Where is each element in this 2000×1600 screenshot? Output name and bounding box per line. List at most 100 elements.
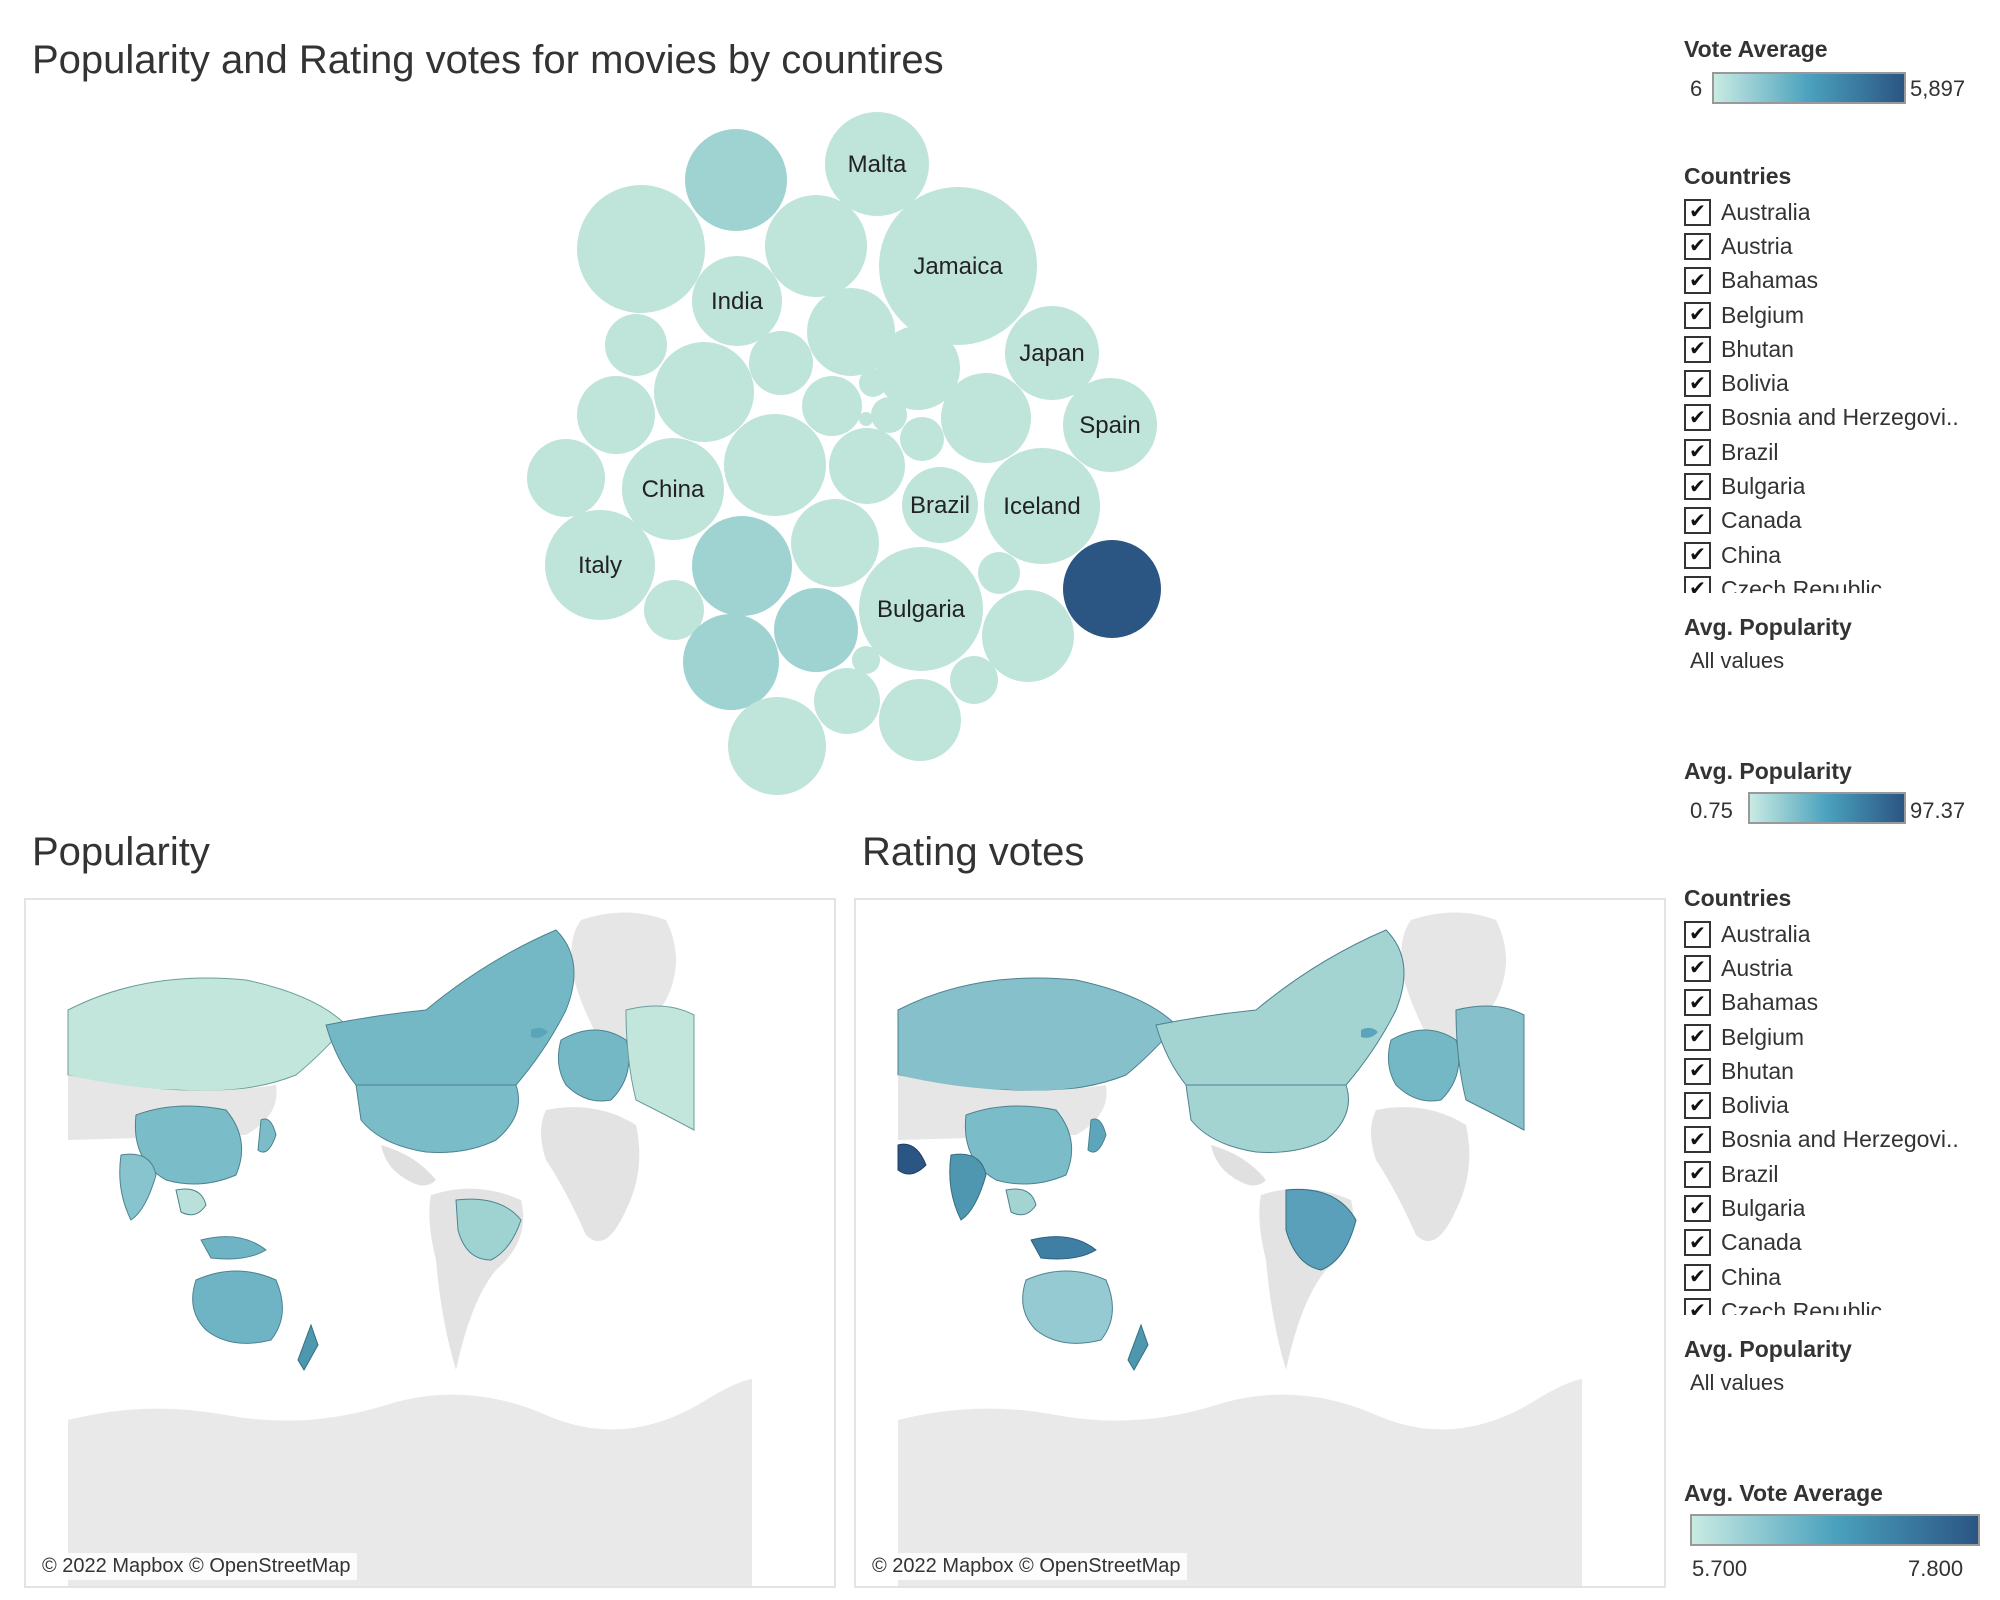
country-filter-item[interactable]: ✔ Bosnia and Herzegovi.. xyxy=(1684,401,2000,435)
country-filter-item[interactable]: ✔ Bahamas xyxy=(1684,264,2000,298)
country-filter-item[interactable]: ✔ Canada xyxy=(1684,1226,2000,1260)
checkbox[interactable]: ✔ xyxy=(1684,954,1711,982)
bubble-jamaica[interactable] xyxy=(879,187,1037,345)
bubble[interactable] xyxy=(859,412,873,426)
checkbox[interactable]: ✔ xyxy=(1684,1229,1711,1257)
checkbox[interactable]: ✔ xyxy=(1684,1057,1711,1085)
bubble[interactable] xyxy=(814,668,880,734)
checkbox[interactable]: ✔ xyxy=(1684,404,1711,432)
bubble[interactable] xyxy=(802,376,862,436)
country-filter-item[interactable]: ✔ Belgium xyxy=(1684,1020,2000,1054)
country-filter-item[interactable]: ✔ Australia xyxy=(1684,917,2000,951)
bubble[interactable] xyxy=(692,516,792,616)
country-filter-item[interactable]: ✔ Czech Republic xyxy=(1684,572,2000,593)
bubble[interactable] xyxy=(807,288,895,376)
bubble[interactable] xyxy=(749,331,813,395)
country-filter-item[interactable]: ✔ Australia xyxy=(1684,195,2000,229)
checkbox[interactable]: ✔ xyxy=(1684,1195,1711,1223)
country-filter-item[interactable]: ✔ China xyxy=(1684,1260,2000,1294)
rating-map-attribution[interactable]: © 2022 Mapbox © OpenStreetMap xyxy=(866,1553,1187,1580)
bubble-bulgaria[interactable] xyxy=(859,547,983,671)
checkbox[interactable]: ✔ xyxy=(1684,1023,1711,1051)
country-filter-item[interactable]: ✔ Bolivia xyxy=(1684,1088,2000,1122)
bubble[interactable] xyxy=(1063,540,1161,638)
bubble[interactable] xyxy=(859,369,887,397)
bubble[interactable] xyxy=(982,590,1074,682)
bubble[interactable] xyxy=(605,314,667,376)
country-filter-item[interactable]: ✔ Bahamas xyxy=(1684,986,2000,1020)
checkbox[interactable]: ✔ xyxy=(1684,1160,1711,1188)
checkbox[interactable]: ✔ xyxy=(1684,1092,1711,1120)
bubble[interactable] xyxy=(791,499,879,587)
checkbox[interactable]: ✔ xyxy=(1684,1126,1711,1154)
dashboard-title: Popularity and Rating votes for movies b… xyxy=(32,38,944,82)
bubble[interactable] xyxy=(685,129,787,231)
country-filter-item[interactable]: ✔ Canada xyxy=(1684,504,2000,538)
avg-popularity-filter-2-value[interactable]: All values xyxy=(1690,1370,1785,1395)
bubble-spain[interactable] xyxy=(1063,378,1157,472)
brazil-shape xyxy=(455,1198,522,1261)
checkbox[interactable]: ✔ xyxy=(1684,301,1711,329)
checkbox[interactable]: ✔ xyxy=(1684,198,1711,226)
bubble[interactable] xyxy=(577,376,655,454)
bubble-malta[interactable] xyxy=(825,112,929,216)
country-filter-item[interactable]: ✔ Bulgaria xyxy=(1684,1191,2000,1225)
country-filter-item[interactable]: ✔ China xyxy=(1684,538,2000,572)
popularity-map-attribution[interactable]: © 2022 Mapbox © OpenStreetMap xyxy=(36,1553,357,1580)
bubble-japan[interactable] xyxy=(1005,306,1099,400)
checkbox[interactable]: ✔ xyxy=(1684,507,1711,535)
checkbox[interactable]: ✔ xyxy=(1684,335,1711,363)
country-filter-item[interactable]: ✔ Belgium xyxy=(1684,298,2000,332)
country-filter-item[interactable]: ✔ Brazil xyxy=(1684,435,2000,469)
bubble-brazil[interactable] xyxy=(902,467,978,543)
bubble[interactable] xyxy=(978,552,1020,594)
bubble[interactable] xyxy=(774,588,858,672)
country-filter-item[interactable]: ✔ Bhutan xyxy=(1684,332,2000,366)
bubble[interactable] xyxy=(654,342,754,442)
bubble[interactable] xyxy=(765,195,867,297)
bubble[interactable] xyxy=(876,326,960,410)
checkbox[interactable]: ✔ xyxy=(1684,920,1711,948)
countries-filter-2-list[interactable]: ✔ Australia ✔ Austria ✔ Bahamas ✔ Belgium ✔ Bhuta… xyxy=(1684,917,2000,1315)
checkbox[interactable]: ✔ xyxy=(1684,575,1711,593)
rating-map[interactable]: © 2022 Mapbox © OpenStreetMap xyxy=(854,898,1666,1588)
bubble-italy[interactable] xyxy=(545,510,655,620)
bubble[interactable] xyxy=(852,646,880,674)
bubble[interactable] xyxy=(527,439,605,517)
country-filter-item[interactable]: ✔ Austria xyxy=(1684,951,2000,985)
country-filter-item[interactable]: ✔ Bulgaria xyxy=(1684,469,2000,503)
avg-popularity-filter-1-value[interactable]: All values xyxy=(1690,648,1785,673)
popularity-map[interactable]: © 2022 Mapbox © OpenStreetMap xyxy=(24,898,836,1588)
bubble[interactable] xyxy=(724,414,826,516)
checkbox[interactable]: ✔ xyxy=(1684,267,1711,295)
bubble[interactable] xyxy=(941,373,1031,463)
country-filter-item[interactable]: ✔ Bolivia xyxy=(1684,366,2000,400)
checkbox[interactable]: ✔ xyxy=(1684,541,1711,569)
bubble-india[interactable] xyxy=(692,256,782,346)
bubble-iceland[interactable] xyxy=(984,448,1100,564)
bubble[interactable] xyxy=(577,185,705,313)
country-filter-item[interactable]: ✔ Czech Republic xyxy=(1684,1294,2000,1315)
checkbox[interactable]: ✔ xyxy=(1684,473,1711,501)
bubble-china[interactable] xyxy=(622,438,724,540)
checkbox[interactable]: ✔ xyxy=(1684,1297,1711,1315)
country-filter-item[interactable]: ✔ Bosnia and Herzegovi.. xyxy=(1684,1123,2000,1157)
bubble[interactable] xyxy=(879,679,961,761)
bubble[interactable] xyxy=(829,428,905,504)
checkbox[interactable]: ✔ xyxy=(1684,370,1711,398)
bubble[interactable] xyxy=(644,580,704,640)
bubble[interactable] xyxy=(683,614,779,710)
country-filter-item[interactable]: ✔ Brazil xyxy=(1684,1157,2000,1191)
bubble[interactable] xyxy=(900,417,944,461)
bubble[interactable] xyxy=(871,397,907,433)
checkbox[interactable]: ✔ xyxy=(1684,1263,1711,1291)
checkbox[interactable]: ✔ xyxy=(1684,989,1711,1017)
country-filter-item[interactable]: ✔ Austria xyxy=(1684,229,2000,263)
checkbox[interactable]: ✔ xyxy=(1684,438,1711,466)
bubble[interactable] xyxy=(728,697,826,795)
country-filter-label: Australia xyxy=(1721,920,1811,947)
bubble[interactable] xyxy=(950,656,998,704)
checkbox[interactable]: ✔ xyxy=(1684,232,1711,260)
countries-filter-1-list[interactable]: ✔ Australia ✔ Austria ✔ Bahamas ✔ Belgium ✔ Bhuta… xyxy=(1684,195,2000,593)
country-filter-item[interactable]: ✔ Bhutan xyxy=(1684,1054,2000,1088)
